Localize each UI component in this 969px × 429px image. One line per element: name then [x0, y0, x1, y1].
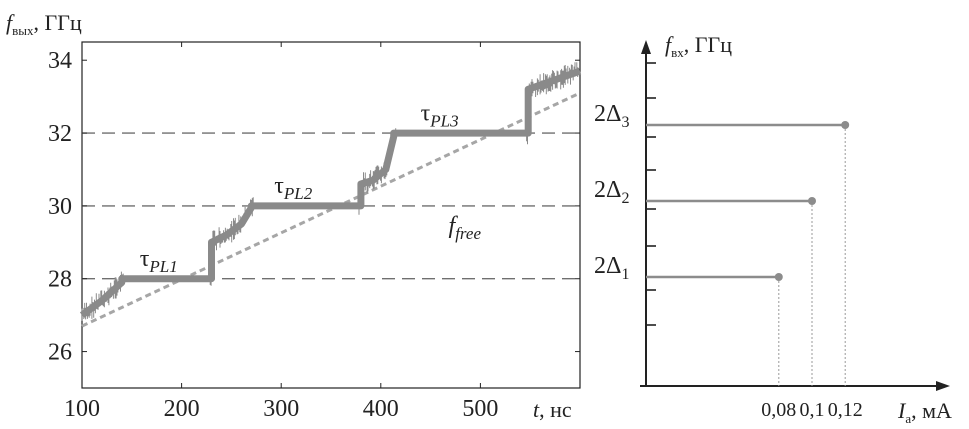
y-tick-label: 30 — [48, 194, 72, 220]
y-axis-arrow — [641, 40, 651, 54]
right-axis-ticks: 0,08 0,1 0,12 — [646, 62, 863, 421]
x-tick-label: 400 — [363, 396, 399, 422]
x-tick-label: 0,08 — [761, 399, 796, 421]
threshold-markers: 2Δ1 2Δ2 2Δ3 — [594, 101, 850, 386]
delta-label: 2Δ1 — [594, 253, 629, 283]
annotation-label: τPL3 — [421, 100, 459, 130]
right-y-axis-label: fвх, ГГц — [665, 32, 732, 60]
annotations: τPL1 τPL2 τPL3 ffree — [140, 100, 482, 276]
left-chart: 26 28 30 32 34 100 200 300 400 500 τPL1 τPL2 τPL3 ff… — [6, 10, 582, 422]
threshold-point — [841, 121, 850, 129]
annotation-label: ffree — [449, 213, 482, 243]
x-tick-label: 300 — [263, 396, 299, 422]
x-axis-arrow — [936, 381, 950, 391]
annotation-label: τPL1 — [140, 246, 178, 276]
x-tick-label: 100 — [64, 396, 100, 422]
annotation-label: τPL2 — [274, 173, 312, 203]
signal-trace — [79, 62, 582, 321]
delta-label: 2Δ2 — [594, 177, 629, 207]
x-tick-label: 500 — [462, 396, 498, 422]
signal-noise — [81, 62, 580, 321]
y-tick-label: 32 — [48, 121, 72, 147]
left-axis-ticks: 26 28 30 32 34 100 200 300 400 500 — [48, 42, 580, 422]
x-axis-label: t, нс — [533, 397, 572, 422]
threshold-point — [774, 273, 783, 281]
x-tick-label: 0,1 — [800, 399, 825, 421]
right-chart: 0,08 0,1 0,12 2Δ1 2Δ2 2Δ3 fвх, ГГц Iа, мА — [594, 32, 952, 426]
left-plot-frame — [81, 41, 581, 389]
delta-label: 2Δ3 — [594, 101, 629, 131]
x-tick-label: 0,12 — [828, 399, 863, 421]
free-run-line — [81, 91, 581, 328]
y-tick-label: 28 — [48, 267, 72, 293]
right-x-axis-label: Iа, мА — [897, 398, 952, 426]
y-axis-label: fвых, ГГц — [6, 10, 82, 38]
y-tick-label: 34 — [48, 48, 72, 74]
x-tick-label: 200 — [164, 396, 200, 422]
f-free-line — [81, 91, 581, 328]
y-tick-label: 26 — [48, 340, 72, 366]
threshold-point — [808, 197, 816, 205]
